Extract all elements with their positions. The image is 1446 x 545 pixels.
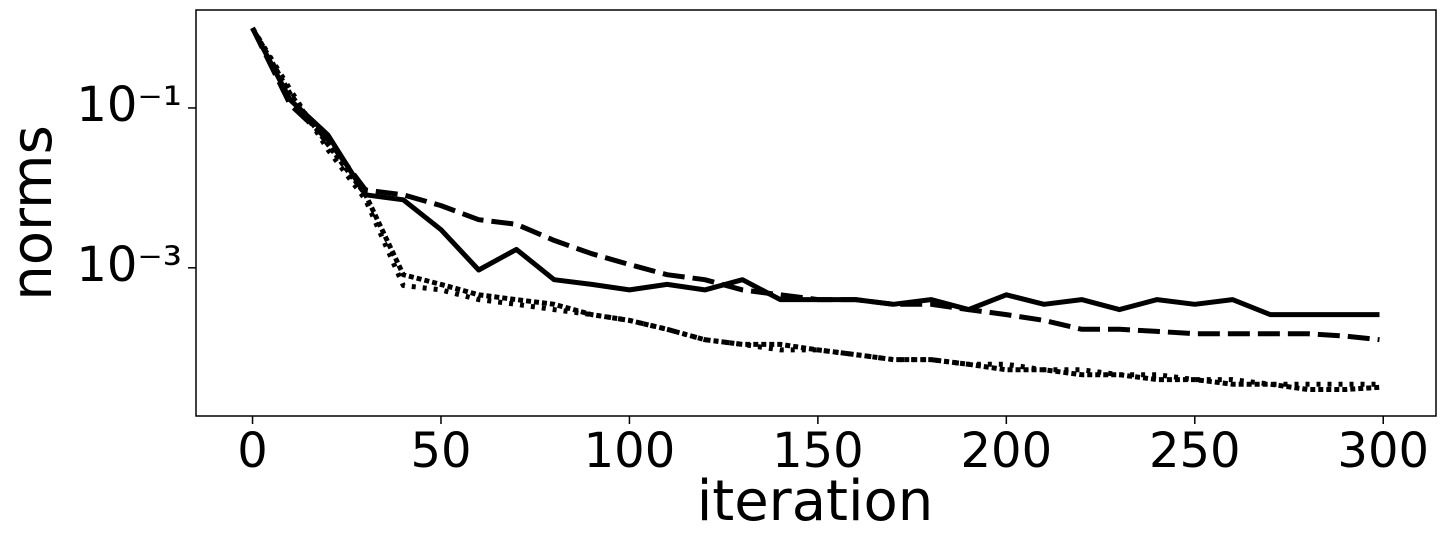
y-tick-label: 10⁻¹ (76, 77, 182, 133)
x-tick-label: 200 (961, 423, 1053, 479)
x-tick-label: 300 (1337, 423, 1429, 479)
x-tick-label: 150 (772, 423, 864, 479)
y-axis-label: norms (0, 125, 65, 301)
series-line (250, 26, 1380, 392)
x-tick-label: 100 (584, 423, 676, 479)
x-tick-label: 50 (410, 423, 471, 479)
x-axis-label: iteration (697, 469, 934, 534)
x-tick-label: 250 (1149, 423, 1241, 479)
series-line (250, 26, 1380, 343)
plot-frame (195, 9, 1437, 417)
series-line (250, 26, 1380, 318)
y-tick-label: 10⁻³ (76, 237, 182, 293)
series-line (250, 26, 1380, 387)
x-tick-label: 0 (237, 423, 268, 479)
